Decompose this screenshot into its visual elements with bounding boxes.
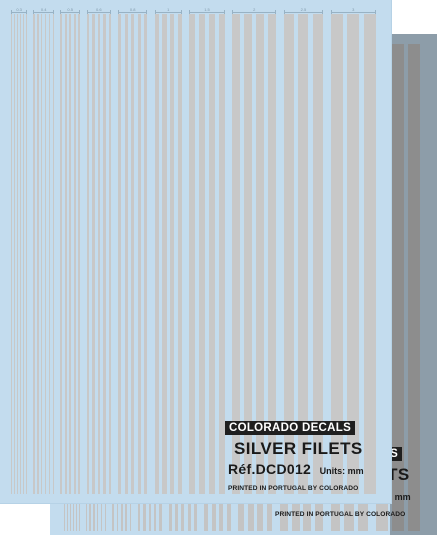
front-silver-stripe [162, 14, 167, 494]
front-silver-stripe [92, 14, 95, 494]
front-silver-stripe [14, 14, 16, 494]
front-silver-stripe [177, 14, 182, 494]
ruler-segment: 0.6 [86, 7, 112, 15]
front-silver-stripe [60, 14, 63, 494]
front-silver-stripe [232, 14, 241, 494]
reference-number: Réf.DCD012 [228, 461, 312, 477]
front-silver-stripe [64, 14, 67, 494]
ruler-segment: 1.5 [189, 7, 225, 15]
ruler-segment: 3 [330, 7, 376, 15]
front-silver-stripe [23, 14, 25, 494]
front-silver-stripe [73, 14, 76, 494]
ruler-segment: 0.8 [118, 7, 148, 15]
front-silver-stripe [44, 14, 47, 494]
front-silver-stripe [298, 14, 309, 494]
front-silver-stripe [330, 14, 343, 494]
ruler-label: 2.5 [299, 7, 308, 12]
front-silver-stripe [131, 14, 135, 494]
front-silver-stripe [20, 14, 22, 494]
ruler-label: 1 [166, 7, 171, 12]
front-silver-stripe [218, 14, 225, 494]
front-silver-stripe [97, 14, 101, 494]
ruler-segment: 0.3 [11, 7, 28, 15]
front-silver-stripe [169, 14, 175, 494]
stripe-width-ruler: 0.3 0.4 0.5 0.6 0.8 1 1.5 2 2.5 3 [11, 6, 384, 18]
ruler-label: 3 [351, 7, 356, 12]
front-silver-stripe [48, 14, 51, 494]
front-silver-stripe [137, 14, 141, 494]
back-silver-stripe [392, 44, 404, 531]
front-silver-stripe [11, 14, 12, 494]
front-silver-stripe [69, 14, 72, 494]
printed-by-line: PRINTED IN PORTUGAL BY COLORADO [228, 485, 359, 492]
ruler-label: 2 [252, 7, 257, 12]
reference-line: Réf.DCD012 Units: mm [225, 461, 380, 479]
front-silver-stripe [33, 14, 35, 494]
front-silver-stripe [108, 14, 112, 494]
ruler-segment: 1 [154, 7, 183, 15]
ruler-label: 0.6 [95, 7, 103, 12]
units-label: Units: mm [319, 466, 364, 476]
front-stripe-area [11, 14, 384, 494]
front-silver-stripe [144, 14, 148, 494]
front-silver-stripe [154, 14, 159, 494]
ruler-segment: 2.5 [284, 7, 323, 15]
front-silver-stripe [124, 14, 128, 494]
front-silver-stripe [244, 14, 253, 494]
ruler-segment: 2 [232, 7, 277, 15]
front-silver-stripe [268, 14, 277, 494]
ruler-segment: 0.4 [33, 7, 54, 15]
back-printed-line: PRINTED IN PORTUGAL BY COLORADO [275, 511, 406, 518]
ruler-segment: 0.5 [60, 7, 80, 15]
front-silver-stripe [40, 14, 43, 494]
front-silver-stripe [103, 14, 106, 494]
ruler-label: 0.3 [15, 7, 23, 12]
front-silver-stripe [347, 14, 360, 494]
ruler-label: 0.4 [39, 7, 48, 12]
front-label-block: COLORADO DECALS SILVER FILETS Réf.DCD012… [225, 418, 380, 492]
front-silver-stripe [284, 14, 295, 494]
front-silver-stripe [199, 14, 206, 494]
front-silver-stripe [189, 14, 196, 494]
front-decal-sheet: 0.3 0.4 0.5 0.6 0.8 1 1.5 2 2.5 3 COLORADO DECALS… [0, 0, 391, 503]
front-silver-stripe [78, 14, 81, 494]
front-silver-stripe [37, 14, 39, 494]
front-silver-stripe [26, 14, 28, 494]
front-silver-stripe [118, 14, 122, 494]
front-silver-stripe [17, 14, 19, 494]
brand-bar: COLORADO DECALS [225, 421, 356, 435]
ruler-label: 1.5 [203, 7, 211, 12]
front-silver-stripe [86, 14, 90, 494]
front-silver-stripe [363, 14, 376, 494]
front-silver-stripe [52, 14, 54, 494]
back-silver-stripe [408, 44, 420, 531]
ruler-label: 0.8 [128, 7, 137, 12]
ruler-label: 0.5 [66, 7, 74, 12]
front-silver-stripe [208, 14, 215, 494]
product-title: SILVER FILETS [234, 439, 363, 458]
front-silver-stripe [312, 14, 323, 494]
front-silver-stripe [256, 14, 265, 494]
